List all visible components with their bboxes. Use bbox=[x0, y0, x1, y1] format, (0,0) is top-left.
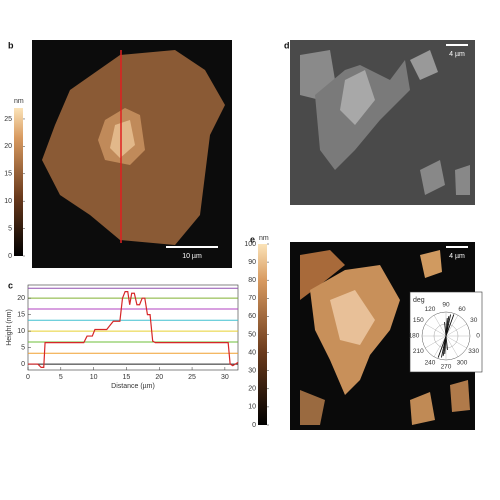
x-tick-label: 0 bbox=[26, 374, 30, 381]
colorbar-tick-label: 80 bbox=[248, 277, 256, 284]
colorbar-tick-label: 50 bbox=[248, 331, 256, 338]
colorbar-tick-label: 30 bbox=[248, 368, 256, 375]
colorbar-tick-label: 20 bbox=[248, 386, 256, 393]
colorbar-tick-label: 20 bbox=[4, 143, 12, 150]
scale-bar-label: 10 µm bbox=[182, 253, 202, 260]
colorbar-tick-label: 15 bbox=[4, 171, 12, 178]
scale-bar-label: 4 µm bbox=[449, 253, 465, 260]
y-axis-label: Height (nm) bbox=[6, 309, 13, 346]
y-tick-label: 0 bbox=[21, 361, 25, 368]
x-tick-label: 5 bbox=[59, 374, 63, 381]
profile-line bbox=[28, 290, 239, 368]
panel-label: c bbox=[8, 280, 13, 290]
x-tick-label: 10 bbox=[90, 374, 98, 381]
colorbar-tick-label: 0 bbox=[252, 422, 256, 429]
x-tick-label: 25 bbox=[188, 374, 196, 381]
x-tick-label: 20 bbox=[155, 374, 163, 381]
colorbar-tick-label: 10 bbox=[4, 198, 12, 205]
polar-unit: deg bbox=[413, 297, 425, 304]
polar-angle-label: 30 bbox=[470, 317, 478, 324]
polar-spoke bbox=[445, 315, 459, 337]
x-axis-label: Distance (µm) bbox=[111, 383, 155, 390]
polar-spoke bbox=[445, 323, 467, 337]
polar-angle-label: 0 bbox=[476, 333, 480, 340]
polar-spoke bbox=[433, 335, 447, 357]
colorbar-tick-label: 10 bbox=[248, 404, 256, 411]
plot-frame bbox=[27, 284, 239, 371]
polar-spoke bbox=[425, 323, 447, 337]
x-tick-label: 15 bbox=[123, 374, 131, 381]
scale-bar-label: 4 µm bbox=[449, 51, 465, 58]
panel-label: d bbox=[284, 40, 290, 50]
colorbar-tick-label: 100 bbox=[244, 241, 256, 248]
polar-angle-label: 90 bbox=[442, 302, 450, 309]
polar-angle-label: 180 bbox=[409, 333, 420, 340]
orientation-lobe bbox=[444, 322, 448, 350]
y-tick-label: 20 bbox=[17, 295, 25, 302]
polar-spoke bbox=[433, 315, 447, 337]
colorbar-tick-label: 25 bbox=[4, 116, 12, 123]
y-tick-label: 5 bbox=[21, 344, 25, 351]
panel-label: b bbox=[8, 40, 14, 50]
panel-label: e bbox=[250, 234, 255, 244]
polar-angle-label: 330 bbox=[468, 348, 479, 355]
colorbar bbox=[258, 244, 267, 425]
polar-angle-label: 210 bbox=[413, 348, 424, 355]
colorbar-tick-label: 40 bbox=[248, 349, 256, 356]
polar-angle-label: 120 bbox=[425, 306, 436, 313]
x-tick-label: 30 bbox=[221, 374, 229, 381]
y-tick-label: 15 bbox=[17, 311, 25, 318]
colorbar-tick-label: 60 bbox=[248, 313, 256, 320]
afm-image bbox=[32, 40, 232, 268]
sem-image bbox=[290, 40, 475, 205]
polar-angle-label: 60 bbox=[458, 306, 466, 313]
colorbar-unit: nm bbox=[259, 235, 269, 242]
colorbar-tick-label: 70 bbox=[248, 295, 256, 302]
colorbar-tick-label: 5 bbox=[8, 225, 12, 232]
polar-spoke bbox=[445, 335, 459, 357]
polar-spoke bbox=[445, 335, 467, 349]
colorbar-tick-label: 0 bbox=[8, 253, 12, 260]
polar-angle-label: 240 bbox=[425, 360, 436, 367]
colorbar-unit: nm bbox=[14, 98, 24, 105]
polar-angle-label: 270 bbox=[441, 364, 452, 371]
polar-angle-label: 150 bbox=[413, 317, 424, 324]
y-tick-label: 10 bbox=[17, 328, 25, 335]
colorbar bbox=[14, 108, 23, 256]
colorbar-tick-label: 90 bbox=[248, 259, 256, 266]
polar-spoke bbox=[425, 335, 447, 349]
polar-angle-label: 300 bbox=[457, 360, 468, 367]
